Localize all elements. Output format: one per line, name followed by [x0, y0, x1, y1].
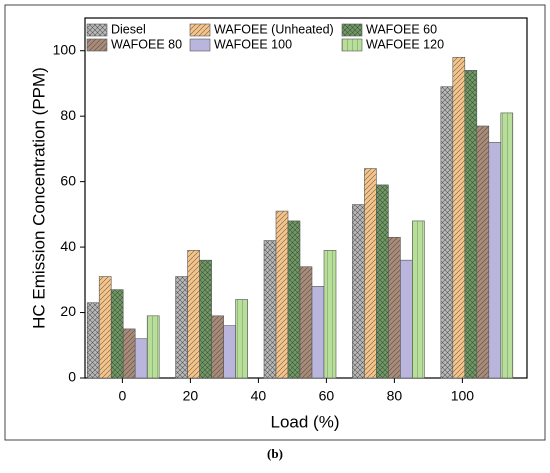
- legend-label: WAFOEE 60: [366, 22, 437, 36]
- bar: [311, 286, 325, 379]
- bar: [223, 325, 236, 379]
- x-tick-label: 20: [183, 388, 199, 404]
- legend-label: WAFOEE 120: [366, 37, 444, 51]
- bar: [352, 204, 365, 379]
- bar: [452, 56, 466, 379]
- bar: [86, 302, 100, 379]
- bar: [488, 142, 502, 379]
- legend-label: WAFOEE 80: [111, 37, 182, 51]
- legend-swatch: [189, 38, 211, 52]
- y-axis-label: HC Emission Concentration (PPM): [29, 67, 48, 329]
- y-tick-label: 80: [60, 107, 76, 123]
- caption: (b): [267, 446, 283, 461]
- bar: [146, 315, 160, 379]
- y-tick-label: 40: [60, 238, 76, 254]
- bar: [122, 328, 136, 379]
- legend-label: WAFOEE 100: [214, 37, 292, 51]
- bar: [400, 259, 413, 379]
- bar: [211, 315, 224, 379]
- frame: [4, 4, 546, 441]
- y-tick-label: 60: [60, 172, 76, 188]
- legend-label: WAFOEE (Unheated): [214, 22, 334, 36]
- bar: [263, 240, 277, 379]
- legend-swatch: [341, 38, 363, 52]
- x-axis-label: Load (%): [271, 412, 340, 431]
- x-tick-label: 80: [387, 388, 403, 404]
- bar: [187, 250, 200, 379]
- bar: [275, 210, 289, 379]
- legend-swatch: [189, 23, 211, 37]
- bar: [440, 86, 454, 379]
- bar: [364, 168, 377, 379]
- y-tick-label: 0: [68, 369, 76, 385]
- bar: [388, 236, 401, 379]
- x-tick-label: 100: [451, 388, 475, 404]
- bar: [199, 259, 212, 379]
- legend-swatch: [341, 23, 363, 37]
- x-tick-label: 0: [119, 388, 127, 404]
- y-tick-label: 20: [60, 303, 76, 319]
- bar: [323, 250, 337, 379]
- bar: [98, 276, 112, 379]
- bar: [464, 70, 478, 379]
- bar: [235, 299, 248, 379]
- legend-swatch: [86, 38, 108, 52]
- bar: [299, 266, 313, 379]
- bar: [500, 112, 514, 379]
- x-tick-label: 60: [319, 388, 335, 404]
- legend-label: Diesel: [111, 22, 146, 36]
- bar: [287, 220, 301, 379]
- x-tick-label: 40: [251, 388, 267, 404]
- bar: [376, 184, 389, 379]
- bar: [175, 276, 188, 379]
- bar: [412, 220, 425, 379]
- bar: [476, 125, 490, 379]
- y-tick-label: 100: [53, 41, 77, 57]
- legend-swatch: [86, 23, 108, 37]
- bar: [110, 289, 124, 379]
- bar: [134, 338, 148, 379]
